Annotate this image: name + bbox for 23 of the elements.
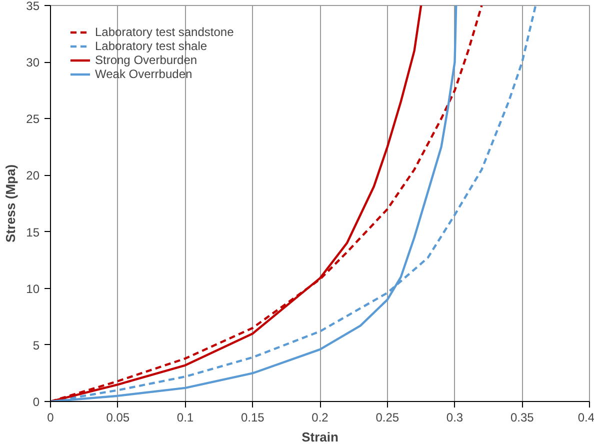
x-tick-label: 0.25: [376, 410, 400, 424]
x-tick-label: 0: [47, 410, 54, 424]
y-axis-title: Stress (Mpa): [3, 164, 18, 243]
x-tick-label: 0.4: [578, 410, 594, 424]
y-tick-label: 25: [26, 112, 40, 126]
x-tick-label: 0.05: [106, 410, 130, 424]
x-axis-title: Strain: [302, 430, 338, 444]
x-tick-label: 0.1: [176, 410, 194, 424]
y-tick-label: 5: [32, 338, 40, 352]
y-tick-label: 20: [26, 168, 40, 183]
x-tick-label: 0.3: [446, 410, 464, 424]
y-tick-label: 15: [26, 225, 40, 240]
y-tick-label: 10: [26, 282, 40, 296]
x-tick-label: 0.2: [312, 410, 329, 424]
y-tick-label: 30: [26, 56, 40, 70]
y-tick-label: 0: [32, 395, 40, 409]
legend-label: Weak Overrbuden: [95, 67, 192, 81]
legend-label: Laboratory test sandstone: [95, 25, 234, 39]
legend-label: Strong Overburden: [95, 53, 198, 67]
x-tick-label: 0.15: [240, 410, 265, 424]
legend-label: Laboratory test shale: [95, 39, 208, 53]
y-tick-label: 35: [26, 0, 40, 13]
x-tick-label: 0.35: [510, 410, 534, 424]
